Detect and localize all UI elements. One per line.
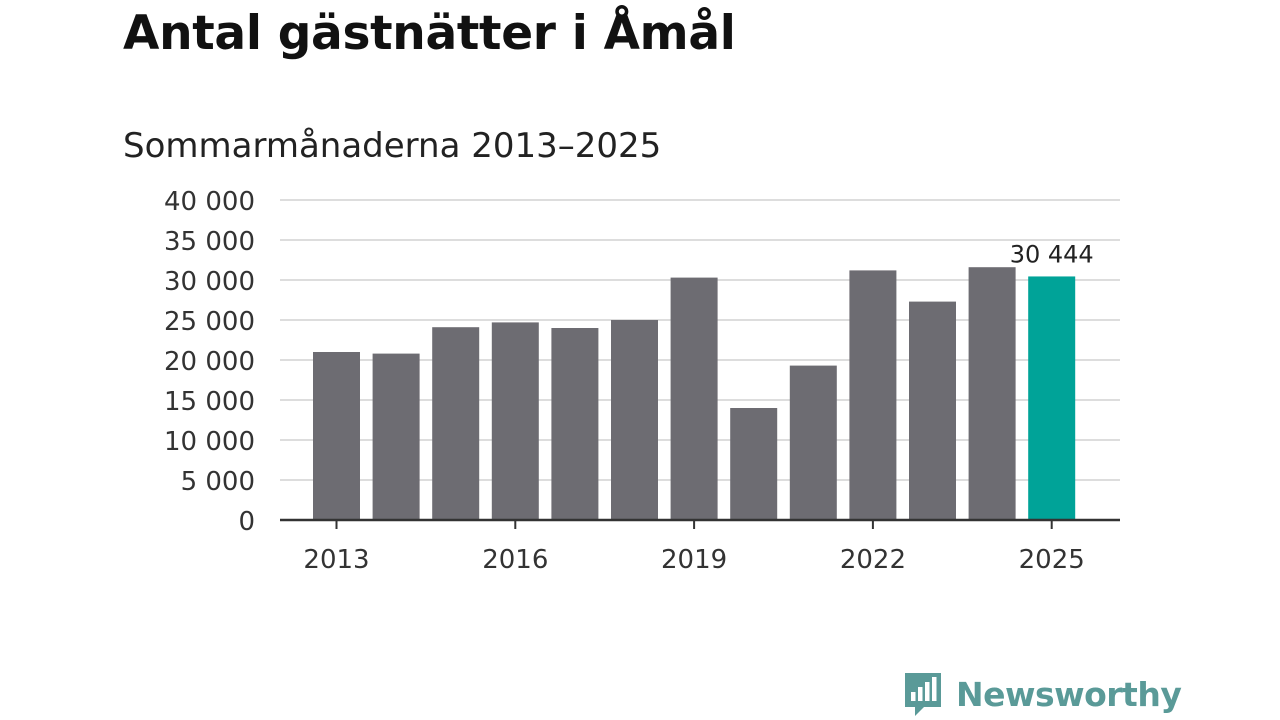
newsworthy-logo: Newsworthy (902, 670, 1182, 718)
bar-2021 (789, 365, 837, 520)
bar-2014 (372, 353, 420, 520)
x-tick-label: 2025 (1019, 545, 1085, 575)
bar-2019 (670, 277, 718, 520)
chart-speech-bubble-icon (905, 673, 941, 716)
y-tick-label: 5 000 (181, 467, 255, 497)
y-tick-label: 35 000 (164, 227, 255, 257)
bar-2017 (551, 328, 599, 520)
chart-subtitle: Sommarmånaderna 2013–2025 (123, 126, 662, 166)
bar-2023 (909, 301, 956, 520)
x-tick-label: 2013 (303, 545, 369, 575)
x-tick-label: 2022 (840, 545, 906, 575)
y-tick-label: 25 000 (164, 307, 255, 337)
bar-2018 (611, 320, 658, 520)
bar-2024 (968, 267, 1016, 520)
bar-2020 (730, 408, 778, 520)
y-tick-label: 30 000 (164, 267, 255, 297)
bar-2015 (432, 327, 480, 520)
y-tick-label: 20 000 (164, 347, 255, 377)
y-tick-label: 15 000 (164, 387, 255, 417)
y-tick-label: 10 000 (164, 427, 255, 457)
brand-name: Newsworthy (956, 674, 1182, 714)
bar-2025 (1028, 276, 1076, 520)
chart-title: Antal gästnätter i Åmål (123, 6, 736, 61)
x-tick-label: 2019 (661, 545, 727, 575)
x-tick-label: 2016 (482, 545, 548, 575)
y-tick-label: 40 000 (164, 187, 255, 217)
bar-2022 (849, 270, 897, 520)
y-tick-label: 0 (238, 507, 255, 537)
bar-2016 (491, 322, 539, 520)
data-label: 30 444 (1010, 240, 1094, 268)
bar-2013 (313, 352, 360, 520)
